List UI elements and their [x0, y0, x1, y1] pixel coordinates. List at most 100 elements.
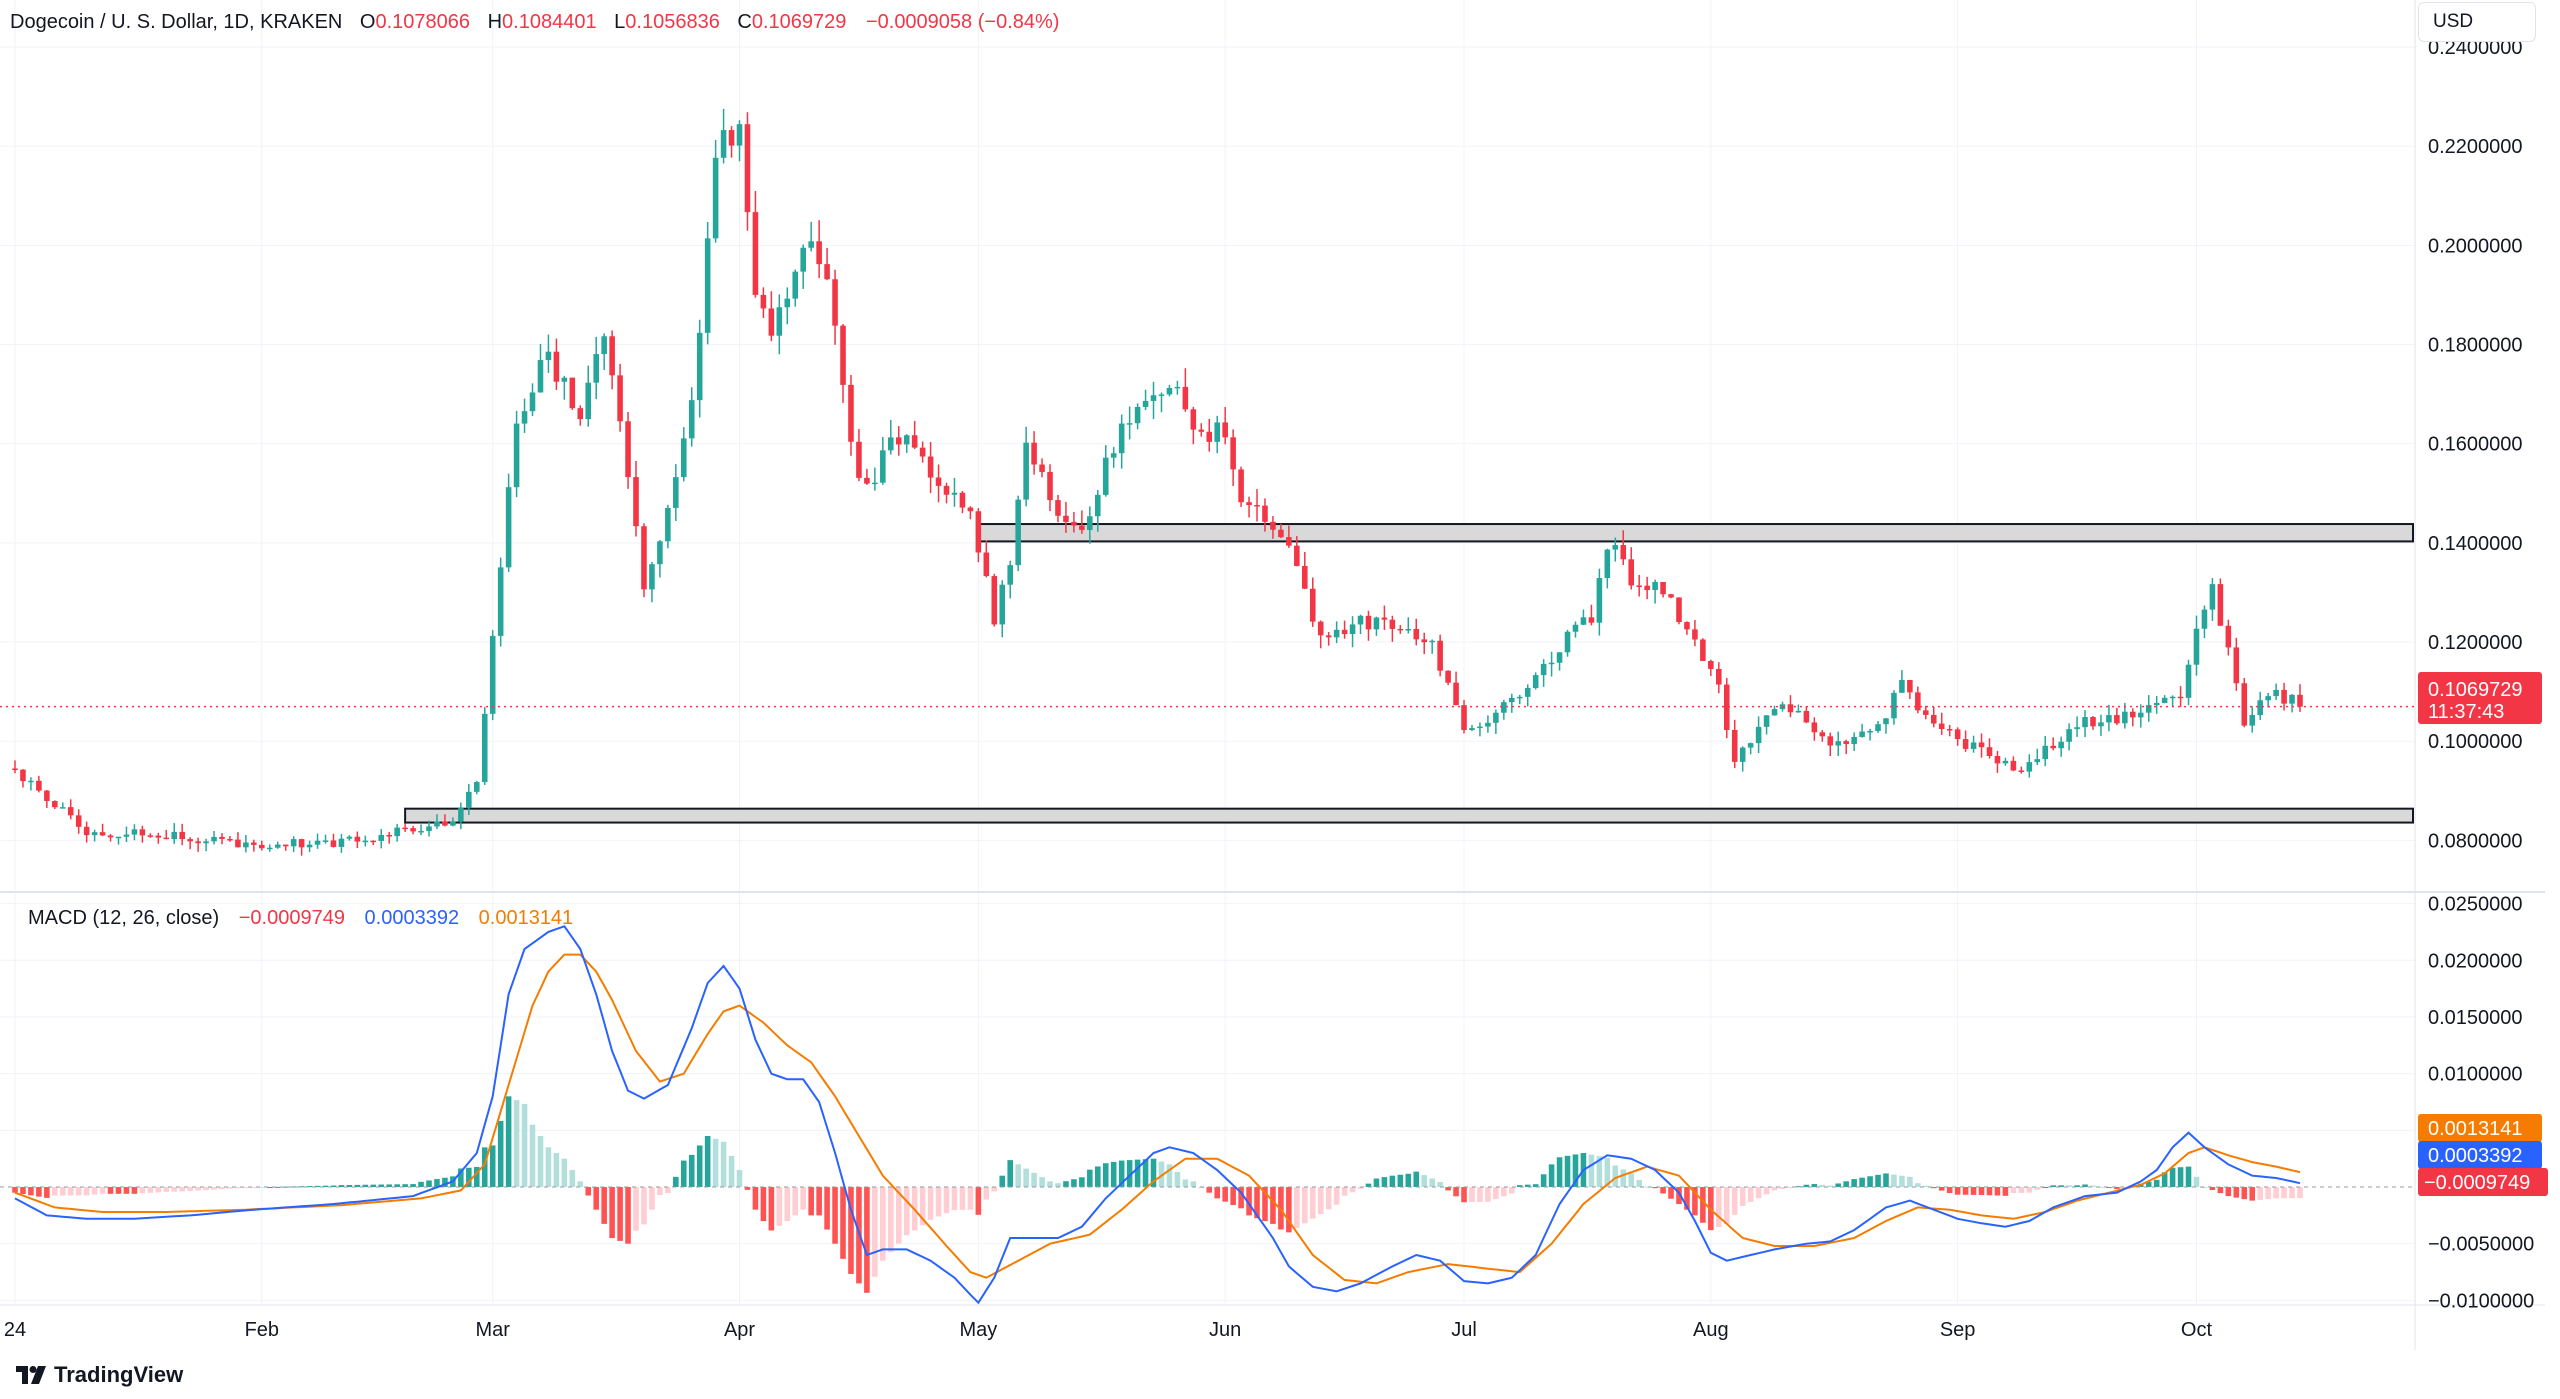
- macd-histogram-bar: [171, 1187, 178, 1192]
- macd-histogram-bar: [91, 1187, 98, 1195]
- macd-histogram-bar: [816, 1187, 822, 1216]
- macd-histogram-bar: [67, 1187, 74, 1196]
- macd-histogram-bar: [2042, 1187, 2049, 1189]
- macd-histogram-bar: [895, 1187, 902, 1244]
- candle-body: [338, 838, 345, 847]
- macd-histogram-bar: [2074, 1185, 2080, 1188]
- macd-histogram-bar: [1755, 1187, 1762, 1199]
- candle-body: [1572, 624, 1579, 632]
- symbol-title[interactable]: Dogecoin / U. S. Dollar, 1D, KRAKEN: [10, 11, 343, 33]
- candle-body: [1413, 629, 1420, 640]
- time-axis[interactable]: 24 Feb Mar Apr May Jun Jul Aug Sep Oct: [4, 1319, 2213, 1341]
- candle-body: [1556, 652, 1563, 663]
- candle-body: [155, 835, 162, 838]
- candle-body: [1309, 588, 1316, 622]
- macd-histogram-bar: [1883, 1173, 1889, 1188]
- candle-body: [52, 800, 58, 808]
- macd-axis[interactable]: −0.0100000−0.00500000.00500000.01000000.…: [2428, 894, 2534, 1313]
- macd-histogram-bar: [545, 1147, 552, 1188]
- macd-histogram-bar: [473, 1166, 480, 1188]
- currency-button[interactable]: USD: [2418, 2, 2536, 42]
- candle-body: [1365, 615, 1372, 630]
- macd-histogram-bar: [20, 1187, 26, 1194]
- candle-body: [911, 435, 918, 448]
- macd-histogram-bar: [768, 1187, 775, 1231]
- candle-body: [1182, 386, 1189, 410]
- macd-histogram-bar: [1835, 1183, 1842, 1188]
- macd-histogram-bar: [1660, 1187, 1666, 1194]
- candle-body: [848, 384, 854, 442]
- macd-histogram-bar: [1174, 1171, 1181, 1188]
- price-tick-label: 0.0800000: [2428, 830, 2523, 852]
- candle-body: [147, 835, 154, 837]
- candle-body: [394, 827, 400, 837]
- macd-histogram-bar: [426, 1180, 432, 1188]
- grid-lines: [0, 0, 2415, 1305]
- macd-histogram-bar: [28, 1187, 34, 1196]
- macd-histogram-bar: [1071, 1179, 1077, 1188]
- candle-body: [2002, 760, 2009, 764]
- macd-histogram-bar: [123, 1187, 130, 1194]
- candle-body: [665, 507, 671, 542]
- candle-body: [1039, 464, 1045, 472]
- macd-histogram-bar: [569, 1170, 576, 1188]
- candle-body: [2209, 584, 2216, 610]
- candle-body: [1389, 619, 1396, 629]
- candle-body: [2297, 694, 2303, 707]
- macd-histogram-bar: [2297, 1187, 2303, 1199]
- price-axis[interactable]: 0.0800000 0.1000000 0.1200000 0.1400000 0.16…: [2428, 37, 2523, 852]
- macd-histogram-bar: [2018, 1187, 2025, 1193]
- macd-histogram-bar: [1891, 1174, 1897, 1188]
- candle-body: [800, 247, 806, 272]
- macd-histogram-bar: [147, 1187, 154, 1193]
- macd-histogram-bar: [1325, 1187, 1332, 1210]
- time-tick-label: Feb: [245, 1319, 279, 1341]
- macd-histogram-bar: [1795, 1186, 1802, 1188]
- macd-title[interactable]: MACD (12, 26, close): [28, 907, 220, 929]
- candle-body: [824, 264, 830, 280]
- candle-body: [1286, 537, 1292, 546]
- candle-body: [123, 834, 130, 837]
- price-tick-label: 0.1800000: [2428, 335, 2523, 357]
- candle-body: [1644, 585, 1650, 591]
- candle-body: [720, 130, 727, 158]
- candle-body: [227, 838, 233, 841]
- candle-body: [497, 567, 504, 636]
- macd-histogram-bar: [744, 1187, 751, 1190]
- macd-line-value: 0.0003392: [364, 907, 460, 929]
- candle-body: [2010, 760, 2017, 771]
- time-tick-label: 24: [4, 1319, 26, 1341]
- candle-body: [1676, 597, 1682, 623]
- last-price-tag: 0.1069729 11:37:43: [2418, 672, 2542, 724]
- candle-body: [657, 541, 663, 565]
- high-label: H: [487, 11, 503, 33]
- macd-histogram-bar: [704, 1136, 711, 1188]
- low-label: L: [614, 11, 626, 33]
- candle-body: [195, 841, 201, 844]
- price-tick-label: 0.1000000: [2428, 731, 2523, 753]
- candle-body: [203, 841, 209, 844]
- tradingview-logo[interactable]: TradingView: [16, 1362, 183, 1388]
- macd-histogram-bar: [1962, 1187, 1969, 1195]
- candle-body: [1174, 386, 1181, 389]
- candle-body: [1986, 747, 1993, 756]
- candle-body: [1970, 742, 1977, 749]
- candle-body: [975, 511, 982, 553]
- macd-histogram-bar: [370, 1184, 377, 1188]
- candle-body: [577, 408, 584, 420]
- macd-histogram-bar: [466, 1167, 472, 1188]
- candle-body: [784, 298, 791, 308]
- candle-body: [2090, 717, 2096, 727]
- resistance-zone: [977, 523, 2414, 543]
- macd-histogram-bar: [2002, 1187, 2009, 1196]
- candle-body: [2177, 696, 2184, 699]
- candle-body: [593, 354, 599, 383]
- candle-body: [211, 836, 217, 842]
- macd-histogram-bar: [1047, 1181, 1053, 1188]
- candle-body: [1477, 726, 1483, 729]
- candle-body: [322, 840, 329, 842]
- candle-body: [442, 821, 448, 826]
- candle-body: [999, 584, 1006, 625]
- candle-body: [259, 844, 265, 849]
